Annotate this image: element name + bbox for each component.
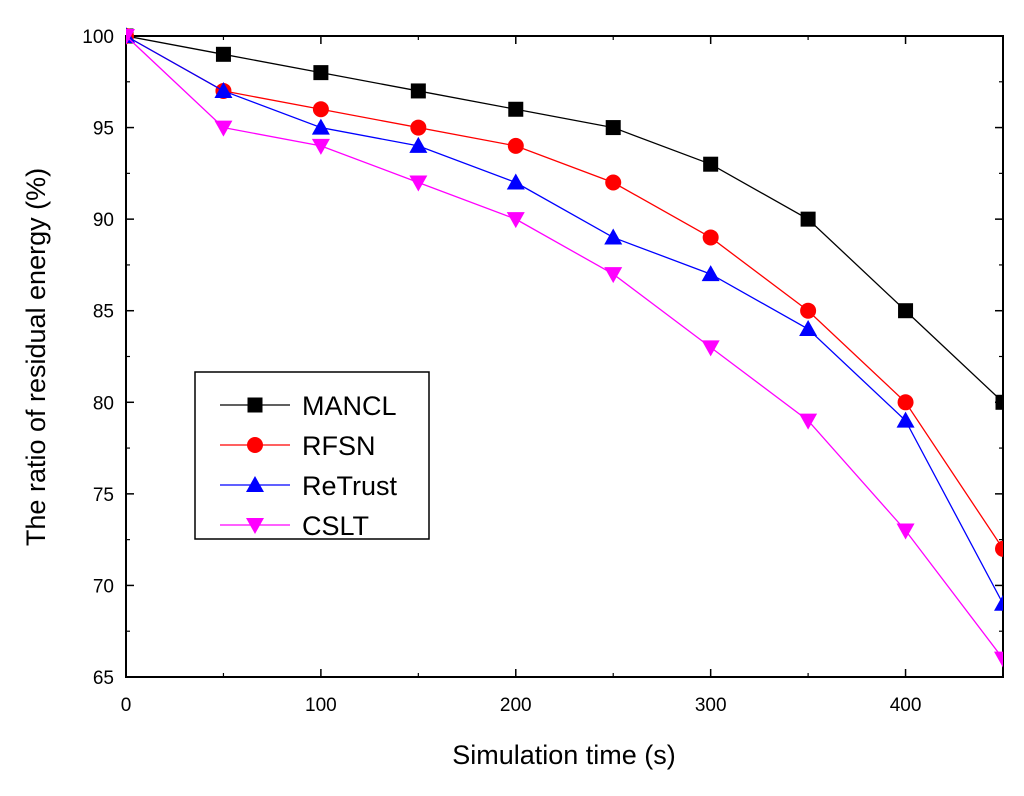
legend-marker-cslt	[246, 518, 264, 534]
data-point-cslt	[311, 138, 330, 155]
data-point-rfsn	[800, 302, 817, 319]
legend-marker-mancl	[247, 397, 263, 413]
data-point-retrust	[409, 136, 428, 153]
series-mancl	[126, 28, 1003, 410]
x-tick-label: 100	[305, 695, 337, 716]
data-point-mancl	[410, 83, 426, 99]
series-line-rfsn	[126, 35, 1003, 550]
legend-marker-rfsn	[247, 437, 263, 453]
y-tick-label: 65	[93, 668, 114, 689]
legend-label-retrust: ReTrust	[302, 471, 398, 501]
y-tick-label: 70	[93, 576, 114, 597]
data-point-mancl	[313, 65, 329, 81]
y-tick-label: 75	[93, 485, 114, 506]
legend-label-rfsn: RFSN	[302, 431, 376, 461]
data-point-mancl	[898, 303, 914, 319]
series-line-mancl	[126, 35, 1003, 403]
data-point-mancl	[703, 156, 719, 172]
x-tick-label: 300	[695, 695, 727, 716]
data-point-rfsn	[897, 394, 914, 411]
data-point-cslt	[409, 175, 428, 192]
data-point-mancl	[215, 46, 231, 62]
legend-label-cslt: CSLT	[302, 511, 369, 541]
data-point-cslt	[604, 267, 623, 284]
data-point-rfsn	[312, 101, 329, 118]
axis-ticks: 0 100 200 300 400 65 70 75 80 85 90 95 100	[82, 27, 1003, 716]
x-axis-title: Simulation time (s)	[452, 740, 676, 770]
y-tick-label: 80	[93, 393, 114, 414]
series-line-retrust	[126, 35, 1003, 605]
legend-box	[194, 371, 430, 540]
data-point-rfsn	[410, 119, 427, 136]
data-point-cslt	[701, 340, 720, 357]
y-tick-label: 85	[93, 302, 114, 323]
data-point-cslt	[994, 651, 1003, 668]
data-point-cslt	[506, 212, 525, 229]
data-point-mancl	[605, 120, 621, 136]
y-tick-label: 90	[93, 210, 114, 231]
data-point-rfsn	[702, 229, 719, 246]
data-point-rfsn	[995, 540, 1003, 557]
data-point-retrust	[701, 265, 720, 282]
data-point-retrust	[799, 320, 818, 337]
x-tick-label: 0	[121, 695, 132, 716]
data-point-retrust	[506, 173, 525, 190]
x-tick-label: 200	[500, 695, 532, 716]
data-point-cslt	[126, 29, 135, 45]
data-point-retrust	[311, 118, 330, 135]
x-tick-label: 400	[890, 695, 922, 716]
plot-frame	[125, 35, 1004, 678]
legend-label-mancl: MANCL	[302, 391, 397, 421]
data-point-retrust	[214, 81, 233, 98]
data-point-retrust	[896, 411, 915, 428]
legend: MANCL RFSN ReTrust CSLT	[194, 371, 430, 541]
data-point-retrust	[604, 228, 623, 245]
series-layer	[126, 27, 1003, 668]
y-tick-label: 100	[82, 27, 114, 48]
y-axis-title: The ratio of residual energy (%)	[21, 168, 51, 546]
legend-marker-retrust	[246, 476, 264, 492]
data-point-rfsn	[605, 174, 622, 191]
data-point-retrust	[994, 594, 1003, 611]
data-point-cslt	[896, 523, 915, 540]
series-cslt	[126, 29, 1003, 668]
data-point-mancl	[800, 211, 816, 227]
data-point-rfsn	[507, 137, 524, 154]
data-point-mancl	[508, 101, 524, 117]
y-tick-label: 95	[93, 119, 114, 140]
data-point-mancl	[995, 394, 1003, 410]
data-point-cslt	[799, 413, 818, 430]
data-point-cslt	[214, 120, 233, 137]
series-line-cslt	[126, 35, 1003, 660]
